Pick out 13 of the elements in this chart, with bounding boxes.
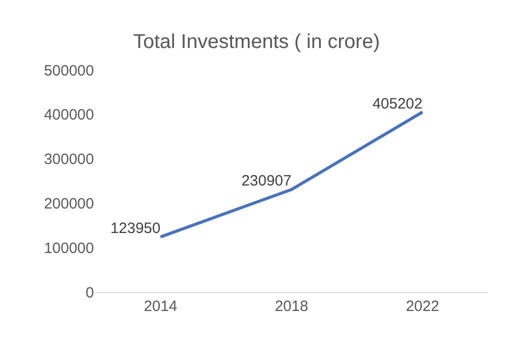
y-tick-label: 100000	[44, 240, 94, 257]
data-label: 123950	[110, 220, 160, 238]
data-label: 230907	[241, 172, 292, 190]
data-label: 405202	[372, 95, 422, 112]
y-tick-label: 300000	[44, 151, 94, 168]
y-tick-label: 500000	[44, 62, 94, 80]
x-tick-label: 2018	[274, 298, 308, 315]
x-tick-label: 2022	[406, 298, 440, 315]
y-tick-label: 0	[86, 284, 94, 302]
y-tick-label: 200000	[44, 195, 94, 212]
x-tick-label: 2014	[144, 298, 178, 315]
chart-title: Total Investments ( in crore)	[133, 31, 380, 54]
y-tick-label: 400000	[44, 106, 94, 124]
